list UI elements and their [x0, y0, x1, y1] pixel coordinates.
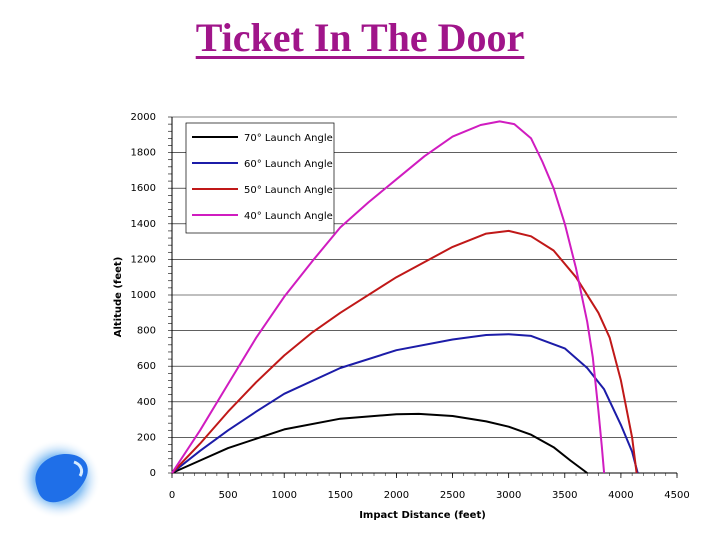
x-tick-label: 2500: [440, 490, 465, 501]
y-tick-label: 400: [137, 397, 156, 408]
series-line: [171, 229, 638, 474]
series-line: [171, 120, 606, 474]
y-tick-labels: 0 200 400 600 800 1000 1200 1400 1600 1800 2000: [131, 112, 156, 479]
series-line: [171, 333, 639, 474]
x-tick-label: 4000: [608, 490, 633, 501]
y-tick-label: 200: [137, 432, 156, 443]
x-axis-label: Impact Distance (feet): [359, 510, 486, 521]
y-tick-label: 0: [150, 468, 156, 479]
legend-label: 50° Launch Angle: [244, 185, 333, 196]
legend-label: 60° Launch Angle: [244, 159, 333, 170]
y-tick-label: 1600: [131, 183, 156, 194]
x-tick-label: 2000: [384, 490, 409, 501]
chart-legend: 70° Launch Angle 60° Launch Angle 50° Laun…: [185, 122, 335, 234]
blob-logo-icon: [17, 439, 101, 519]
x-tick-label: 1000: [271, 490, 296, 501]
x-tick-label: 3500: [552, 490, 577, 501]
legend-label: 70° Launch Angle: [244, 133, 333, 144]
y-tick-label: 1000: [131, 290, 156, 301]
y-tick-label: 800: [137, 326, 156, 337]
y-tick-label: 600: [137, 361, 156, 372]
legend-label: 40° Launch Angle: [244, 211, 333, 222]
x-tick-label: 3000: [496, 490, 521, 501]
series-line: [171, 412, 588, 474]
x-tick-label: 500: [219, 490, 238, 501]
y-axis-label: Altitude (feet): [113, 257, 124, 338]
x-tick-labels: 0 500 1000 1500 2000 2500 3000 3500 4000 4500: [169, 490, 690, 501]
x-tick-label: 4500: [664, 490, 689, 501]
y-tick-label: 1400: [131, 219, 156, 230]
y-tick-label: 1200: [131, 254, 156, 265]
x-tick-label: 0: [169, 490, 175, 501]
x-tick-label: 1500: [328, 490, 353, 501]
series-lines: [171, 120, 639, 474]
y-tick-label: 2000: [131, 112, 156, 123]
chart-axes: [168, 116, 678, 478]
page-title: Ticket In The Door: [195, 15, 525, 60]
y-tick-label: 1800: [131, 148, 156, 159]
